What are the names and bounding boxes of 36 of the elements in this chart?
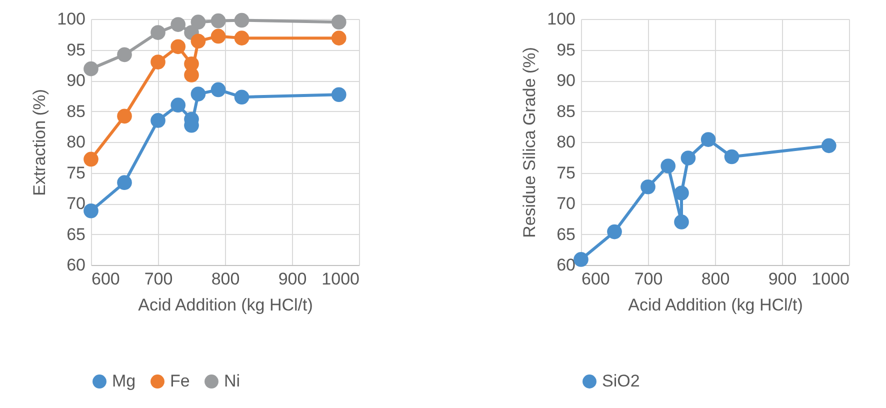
y-tick-label: 80 — [66, 132, 86, 152]
y-tick-label: 60 — [556, 256, 576, 274]
y-tick-label: 90 — [66, 71, 86, 90]
x-tick-label: 1000 — [812, 270, 850, 288]
x-tick-label: 800 — [701, 270, 730, 288]
x-tick-label: 600 — [92, 270, 120, 288]
x-axis-title: Acid Addition (kg HCl/t) — [628, 296, 803, 314]
y-tick-label: 70 — [66, 194, 86, 213]
x-tick-label: 800 — [211, 270, 240, 288]
y-tick-label: 95 — [556, 40, 576, 60]
y-tick-label: 85 — [556, 102, 576, 121]
x-axis-title: Acid Addition (kg HCl/t) — [138, 296, 313, 314]
y-axis-title: Extraction (%) — [30, 89, 50, 196]
legend-label: Ni — [224, 372, 240, 391]
y-tick-label: 90 — [556, 71, 576, 90]
legend-label: SiO2 — [602, 372, 640, 390]
y-tick-label: 100 — [57, 10, 86, 28]
y-tick-label: 85 — [66, 102, 86, 121]
y-tick-label: 65 — [66, 224, 86, 244]
y-tick-label: 95 — [66, 40, 86, 60]
y-tick-label: 65 — [556, 224, 576, 244]
y-tick-label: 100 — [547, 10, 576, 28]
legend-label: Fe — [170, 372, 190, 391]
y-tick-label: 60 — [66, 256, 86, 274]
x-tick-label: 700 — [634, 270, 663, 288]
y-axis-title: Residue Silica Grade (%) — [520, 47, 540, 238]
y-tick-label: 75 — [556, 163, 576, 182]
x-tick-label: 900 — [768, 270, 797, 288]
legend-label: Mg — [112, 372, 136, 391]
y-tick-label: 70 — [556, 194, 576, 213]
x-tick-label: 700 — [144, 270, 173, 288]
x-tick-label: 600 — [582, 270, 610, 288]
y-tick-label: 80 — [556, 132, 576, 152]
x-tick-label: 900 — [278, 270, 307, 288]
y-tick-label: 75 — [66, 163, 86, 182]
x-tick-label: 1000 — [322, 270, 360, 288]
